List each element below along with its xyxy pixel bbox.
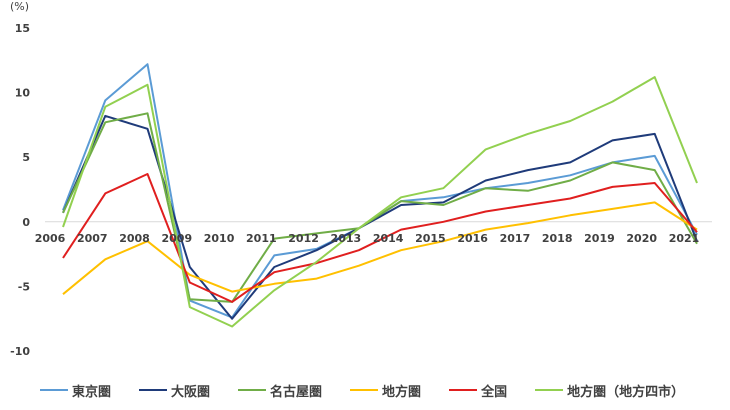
- legend-label: 東京圏: [72, 384, 112, 400]
- y-tick-label: 5: [22, 151, 30, 164]
- x-tick-label: 2008: [119, 232, 150, 245]
- y-tick-label: 10: [15, 87, 31, 100]
- x-tick-label: 2018: [542, 232, 573, 245]
- legend-swatch: [449, 389, 478, 391]
- y-tick-label: -5: [18, 280, 30, 293]
- legend-swatch: [238, 389, 267, 391]
- legend-label: 全国: [481, 384, 508, 400]
- y-axis-unit-label: (%): [10, 0, 29, 13]
- x-tick-label: 2009: [161, 232, 192, 245]
- legend-item: 地方圏: [350, 381, 421, 400]
- x-tick-label: 2021: [669, 232, 700, 245]
- x-tick-label: 2019: [584, 232, 615, 245]
- series-line-2: [62, 112, 698, 303]
- legend-label: 大阪圏: [171, 384, 211, 400]
- legend-swatch: [535, 389, 564, 391]
- x-tick-label: 2007: [77, 232, 108, 245]
- legend-label: 地方圏: [382, 384, 422, 400]
- x-tick-label: 2011: [246, 232, 277, 245]
- series-line-1: [62, 114, 698, 320]
- y-tick-label: -10: [10, 345, 30, 358]
- x-tick-label: 2010: [204, 232, 235, 245]
- legend-label: 名古屋圏: [270, 384, 323, 400]
- legend-swatch: [350, 389, 379, 391]
- series-line-4: [62, 173, 698, 303]
- x-tick-label: 2014: [373, 232, 404, 245]
- legend-label: 地方圏（地方四市）: [567, 384, 685, 400]
- line-chart: 15 10 5 0 -5 -10 (%) 2006 2007 2008 2009 2010 2011…: [10, 0, 712, 358]
- x-tick-label: 2006: [35, 232, 66, 245]
- legend-item: 東京圏: [40, 381, 111, 400]
- series-line-3: [62, 201, 698, 295]
- series-lines: [62, 63, 698, 328]
- legend-swatch: [40, 389, 68, 391]
- legend-item: 全国: [449, 381, 507, 400]
- x-tick-label: 2013: [331, 232, 362, 245]
- legend-item: 名古屋圏: [238, 381, 322, 400]
- legend-item: 地方圏（地方四市）: [535, 381, 684, 400]
- series-line-5: [62, 76, 698, 328]
- x-tick-label: 2015: [415, 232, 446, 245]
- legend-item: 大阪圏: [139, 381, 210, 400]
- y-axis-ticks: 15 10 5 0 -5 -10: [10, 22, 30, 358]
- legend-swatch: [139, 389, 168, 391]
- x-tick-label: 2020: [626, 232, 657, 245]
- x-tick-label: 2012: [288, 232, 319, 245]
- y-tick-label: 0: [22, 216, 30, 229]
- y-tick-label: 15: [15, 22, 30, 35]
- x-axis-ticks: 2006 2007 2008 2009 2010 2011 2012 2013 2014 2015…: [35, 232, 700, 245]
- x-tick-label: 2016: [457, 232, 488, 245]
- chart-legend: 東京圏 大阪圏 名古屋圏 地方圏 全国 地方圏（地方四市）: [40, 380, 720, 400]
- x-tick-label: 2017: [500, 232, 531, 245]
